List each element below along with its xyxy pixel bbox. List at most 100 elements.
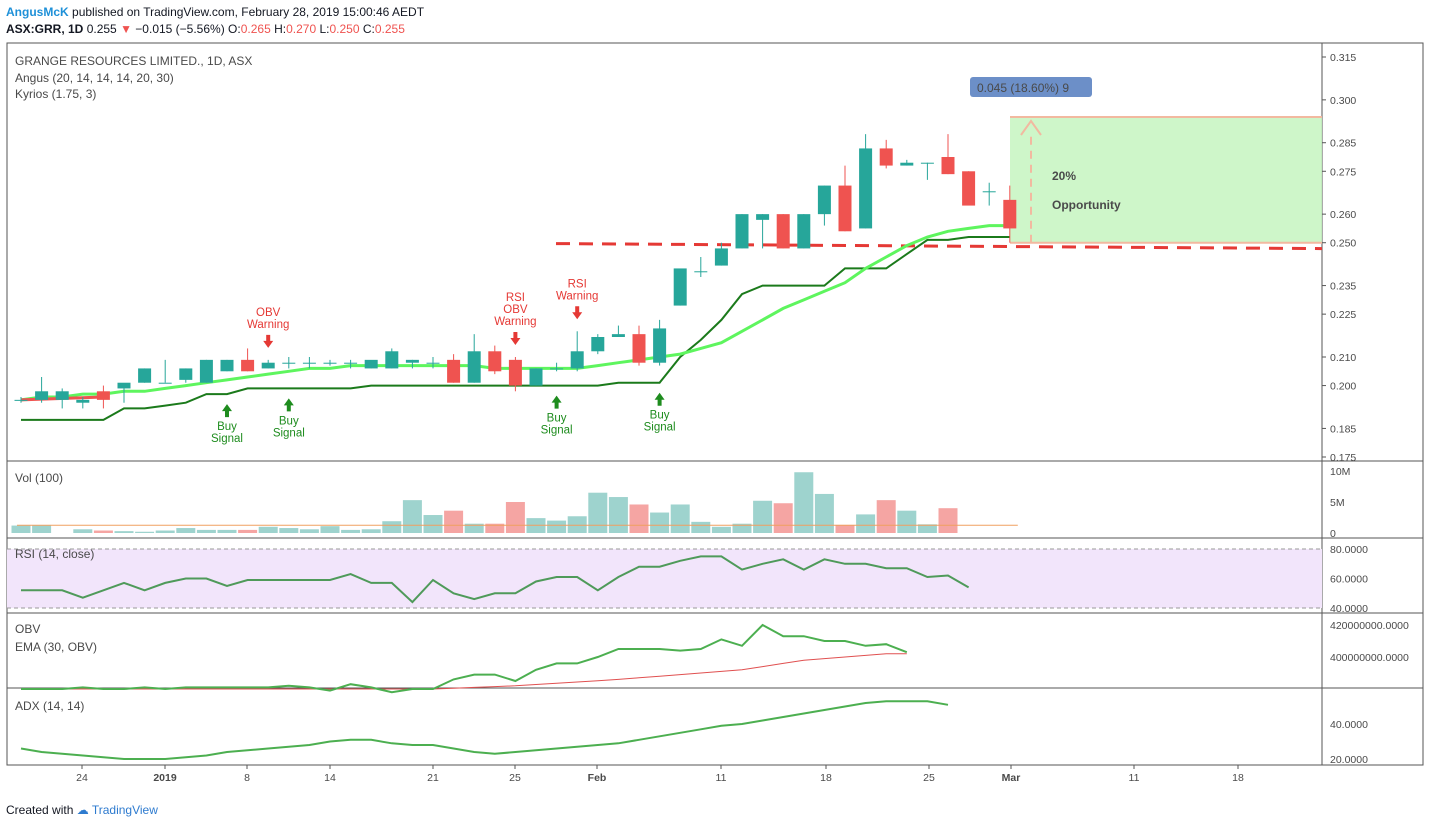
- price-change: −0.015 (−5.56%): [135, 22, 225, 36]
- candle-body: [900, 162, 914, 166]
- volume-bar: [299, 529, 319, 533]
- price-tick-label: 0.175: [1330, 452, 1356, 464]
- last-price: 0.255: [86, 22, 117, 36]
- price-tick-label: 0.275: [1330, 166, 1356, 178]
- candle-body: [344, 362, 358, 364]
- measure-tag-label: 0.045 (18.60%) 9: [977, 81, 1069, 95]
- obv-ema-legend: EMA (30, OBV): [15, 640, 97, 654]
- candle: [756, 214, 770, 249]
- candle-body: [55, 391, 69, 400]
- volume-bar: [567, 516, 587, 533]
- volume-bar: [670, 504, 690, 533]
- rsi-tick-label: 60.0000: [1330, 574, 1368, 586]
- candle-body: [302, 362, 316, 364]
- candle-body: [385, 351, 399, 369]
- volume-bar: [444, 510, 464, 533]
- open-value: 0.265: [240, 22, 271, 36]
- volume-bar: [93, 530, 113, 533]
- warning-label: OBV: [503, 304, 528, 316]
- rsi-line: [21, 555, 970, 604]
- warning-label: RSI: [506, 292, 525, 304]
- warning-label: Warning: [556, 290, 598, 302]
- candle-body: [694, 271, 708, 273]
- candle: [282, 357, 296, 369]
- tradingview-link[interactable]: TradingView: [91, 803, 158, 817]
- volume-bar: [650, 512, 670, 533]
- candle-body: [591, 337, 605, 352]
- candle: [694, 257, 708, 277]
- candle-body: [14, 399, 28, 401]
- adx-tick-label: 20.0000: [1330, 754, 1368, 766]
- price-tick-label: 0.260: [1330, 209, 1356, 221]
- candle: [735, 214, 749, 249]
- volume-bar: [505, 502, 525, 533]
- candle: [900, 159, 914, 166]
- volume-bar: [711, 526, 731, 533]
- candle-body: [117, 382, 131, 389]
- candle-body: [488, 351, 502, 372]
- candle-body: [570, 351, 584, 369]
- candle: [817, 185, 831, 226]
- candle-body: [632, 334, 646, 363]
- volume-bar: [773, 503, 793, 533]
- author-link[interactable]: AngusMcK: [6, 5, 69, 19]
- candle: [302, 357, 316, 369]
- price-tick-label: 0.250: [1330, 238, 1356, 250]
- candle-body: [776, 214, 790, 249]
- candle-body: [920, 162, 934, 164]
- time-tick-label: 18: [1232, 772, 1244, 784]
- candle: [76, 397, 90, 409]
- obv-line: [21, 623, 908, 694]
- time-tick-label: 2019: [153, 772, 177, 784]
- chart-area[interactable]: 0.315 0.300 0.285 0.275 0.260 0.250 0.235 0.225…: [0, 0, 1430, 800]
- opportunity-box: [1010, 117, 1322, 243]
- time-tick-label: 11: [1129, 772, 1140, 784]
- candle: [467, 334, 481, 383]
- candle: [241, 348, 255, 372]
- ohlc-line: ASX:GRR, 1D 0.255 ▼ −0.015 (−5.56%) O:0.…: [6, 21, 424, 38]
- volume-bar: [32, 525, 52, 533]
- warning-label: OBV: [256, 307, 281, 319]
- candle: [859, 134, 873, 229]
- volume-bar: [217, 529, 237, 533]
- volume-bar: [382, 521, 402, 533]
- low-label: L:: [319, 22, 330, 36]
- candle: [179, 368, 193, 383]
- candle: [117, 382, 131, 403]
- volume-bar: [691, 521, 711, 533]
- volume-bar: [423, 515, 443, 533]
- support-dashed-line: [555, 242, 1323, 251]
- volume-bar: [320, 526, 340, 533]
- price-tick-label: 0.300: [1330, 95, 1356, 107]
- buy-signal-label: Signal: [644, 422, 676, 434]
- rsi-band: [7, 549, 1322, 608]
- indicator-legend-0: Angus (20, 14, 14, 14, 20, 30): [15, 71, 174, 85]
- volume-tick-label: 5M: [1330, 497, 1345, 509]
- candle: [673, 268, 687, 306]
- angus-dark-line: [21, 236, 1010, 421]
- candle-body: [467, 351, 481, 383]
- candle: [35, 377, 49, 403]
- adx-pane-title: ADX (14, 14): [15, 699, 84, 713]
- candle: [653, 319, 667, 366]
- candle: [591, 334, 605, 355]
- candle-body: [323, 362, 337, 364]
- time-tick-label: 11: [716, 772, 727, 784]
- candle-body: [364, 359, 378, 369]
- candle-body: [653, 328, 667, 363]
- time-tick-label: Feb: [588, 772, 607, 784]
- warning-label: Warning: [494, 316, 536, 328]
- price-tick-label: 0.225: [1330, 309, 1356, 321]
- candle: [364, 359, 378, 369]
- adx-line: [20, 700, 949, 760]
- candle-body: [550, 368, 564, 370]
- candle-body: [962, 171, 976, 206]
- time-tick-label: 18: [820, 772, 832, 784]
- candle-body: [529, 368, 543, 386]
- tradingview-logo-icon: ☁: [76, 803, 89, 817]
- candle: [344, 359, 358, 369]
- candle: [426, 357, 440, 369]
- adx-tick-label: 40.0000: [1330, 719, 1368, 731]
- candle-body: [838, 185, 852, 232]
- candle-body: [179, 368, 193, 380]
